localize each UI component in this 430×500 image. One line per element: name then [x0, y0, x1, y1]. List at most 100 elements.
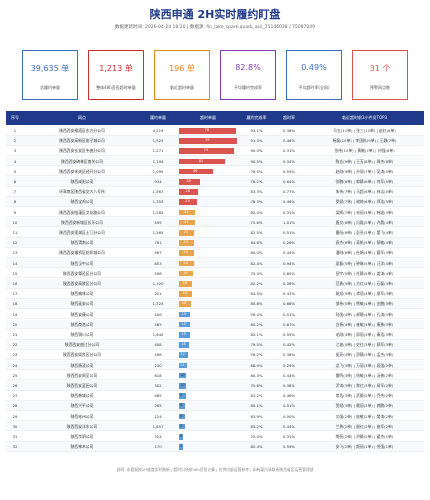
- row-index: 5: [13, 168, 17, 174]
- bar-value: 10: [180, 383, 185, 387]
- table-row: 32 陕西神木公司 170 5 82.4% 0.59% 安飞(2单) | 颜丽(1单) | …: [6, 442, 424, 452]
- bar-value: 6: [180, 434, 183, 438]
- row-index: 27: [12, 393, 18, 399]
- overtime-rate: 0.29%: [282, 362, 296, 368]
- row-index: 16: [12, 281, 18, 286]
- site-name: 陕西西安灞桥区纺织城公司: [59, 250, 105, 256]
- kpi-value: 196 单: [169, 64, 195, 73]
- top3-couriers: 姚斌(5单) | 谭丽(4单) | 廖军(3单): [335, 291, 394, 297]
- overtime-bar: [179, 311, 190, 318]
- overtime-bar: [179, 260, 194, 267]
- row-index: 8: [13, 199, 17, 205]
- table-row: 27 陕西韩城公司 465 9 81.2% 0.46% 常浩(3单) | 武静(2单) | …: [6, 391, 424, 401]
- completion-rate: 84.6%: [250, 240, 263, 246]
- top3-couriers: 曹阳(6单) | 彭亮(5单) | 董飞(4单): [335, 230, 394, 235]
- overtime-rate: 0.51%: [282, 403, 296, 409]
- table-row: 6 陕西咸阳公司 934 28 76.2% 0.64% 徐鹏(8单) | 郭静(6单) | …: [6, 177, 424, 187]
- overtime-rate: 0.00%: [282, 413, 296, 419]
- bar-value: 15: [181, 311, 187, 316]
- bar-value: 8: [180, 413, 183, 418]
- completion-rate: 90.5%: [250, 158, 263, 164]
- table-row: 10 陕西西安新城区长乐公司 495 22 75.6% 1.01% 唐文(6单) | 冯磊(…: [6, 217, 424, 228]
- column-header: 超时率: [283, 115, 295, 120]
- overtime-bar: [179, 352, 188, 358]
- row-index: 21: [12, 332, 18, 337]
- top3-couriers: 张伟(10单) | 黄敏(7单) | 刘强(6单): [334, 148, 395, 154]
- overtime-bar: [179, 148, 235, 154]
- top3-couriers: 兰勇(2单) | 殷红(2单) | 施军(2单): [335, 423, 394, 429]
- order-count: 1,194: [152, 158, 164, 164]
- overtime-rate: 0.44%: [282, 423, 296, 429]
- row-index: 7: [13, 189, 17, 195]
- order-count: 201: [154, 291, 162, 297]
- bar-value: 15: [181, 332, 187, 336]
- kpi-label: 总履约单量: [40, 85, 60, 90]
- kpi-card: 0.49% 平均超时率(全网): [286, 50, 342, 100]
- top3-couriers: 安飞(2单) | 颜丽(1单) | 倪强(1单): [335, 444, 394, 450]
- order-count: 324: [154, 434, 162, 439]
- completion-rate: 68.9%: [250, 362, 263, 368]
- bar-value: 18: [182, 291, 188, 296]
- order-count: 302: [154, 383, 162, 388]
- site-name: 陕西西安长安区韦曲分公司: [59, 148, 105, 154]
- order-count: 498: [154, 352, 162, 358]
- order-count: 465: [154, 321, 162, 327]
- top3-couriers: 白杨(4单) | 崔敏(4单) | 康勇(3单): [335, 321, 394, 327]
- site-name: 陕西华阴公司: [70, 434, 94, 439]
- row-index: 14: [12, 260, 18, 266]
- row-index: 15: [12, 270, 18, 276]
- table-row: 24 陕西杨凌公司 230 11 68.9% 0.29% 龙飞(3单) | 万丽(3单) |…: [6, 360, 424, 371]
- completion-rate: 80.0%: [250, 250, 263, 256]
- top3-couriers: 毛刚(4单) | 邱丽(3单) | 秦浩(3单): [335, 332, 394, 337]
- top3-couriers: 雷鸣(3单) | 钱敏(3单) | 汤勇(2单): [335, 372, 394, 378]
- table-row: 25 陕西西安周至公司 618 10 80.3% 0.44% 雷鸣(3单) | 钱敏(3单)…: [6, 370, 424, 381]
- completion-rate: 75.4%: [250, 434, 263, 439]
- overtime-bar: [179, 219, 196, 226]
- overtime-bar: [179, 240, 194, 246]
- site-name: 陕西西安鄠邑区分公司: [63, 270, 101, 276]
- order-count: 285: [154, 403, 162, 409]
- bar-value: 75: [203, 148, 209, 153]
- order-count: 4,219: [152, 128, 164, 133]
- order-count: 230: [154, 362, 162, 368]
- order-count: 495: [154, 219, 162, 225]
- overtime-rate: 0.34%: [282, 158, 296, 164]
- row-index: 3: [13, 148, 17, 154]
- bar-value: 20: [183, 240, 188, 245]
- overtime-rate: 0.38%: [282, 383, 296, 388]
- kpi-label: 预警网点数: [370, 85, 390, 90]
- table-row: 5 陕西西安未央区经开分公司 1,090 46 79.5% 0.55% 赵刚(9单) | 孙…: [6, 166, 424, 177]
- bar-value: 20: [183, 260, 188, 265]
- table-row: 20 陕西商洛公司 465 15 80.2% 0.67% 白杨(4单) | 崔敏(4单) |…: [6, 319, 424, 330]
- overtime-bar: [179, 342, 190, 348]
- overtime-rate: 0.55%: [282, 168, 296, 174]
- top3-couriers: 袁杰(6单) | 蒋帆(5单) | 蔡敏(4单): [335, 240, 394, 246]
- overtime-bar: [179, 372, 187, 379]
- site-name: 环翠南区陕西省交大八号所: [59, 189, 105, 195]
- order-count: 465: [154, 393, 162, 399]
- completion-rate: 79.5%: [250, 168, 263, 174]
- order-count: 124: [154, 413, 162, 419]
- top3-couriers: 陈志(9单) | 王芳(8单) | 周杰(6单): [335, 158, 394, 164]
- overtime-bar: [179, 403, 185, 409]
- overtime-bar: [179, 250, 194, 256]
- top3-couriers: 唐文(6单) | 冯磊(5单) | 许晨(4单): [335, 219, 394, 225]
- bar-value: 78: [204, 128, 210, 132]
- order-count: 618: [154, 372, 162, 378]
- top3-couriers: 陶亮(2单) | 洪静(2单) | 翟杰(1单): [335, 434, 394, 439]
- row-index: 6: [13, 179, 17, 184]
- overtime-rate: 0.51%: [282, 230, 296, 235]
- column-header: 序号: [11, 115, 19, 120]
- completion-rate: 91.3%: [250, 138, 263, 144]
- site-name: 陕西铜川公司: [70, 332, 94, 337]
- overtime-rate: 0.26%: [282, 240, 296, 246]
- table-row: 28 陕西兴平公司 285 8 80.1% 0.51% 贺斌(3单) | 赖丽(2单) | …: [6, 401, 424, 411]
- order-count: 567: [154, 250, 162, 256]
- site-name: 陕西西安阎良区分公司: [63, 352, 101, 358]
- row-index: 25: [12, 372, 18, 378]
- table-row: 4 陕西西安碑林区南关公司 1,194 62 90.5% 0.34% 陈志(9单) | 王芳…: [6, 156, 424, 167]
- row-index: 32: [12, 444, 18, 450]
- overtime-bar: [179, 270, 193, 277]
- completion-rate: 76.2%: [250, 179, 263, 184]
